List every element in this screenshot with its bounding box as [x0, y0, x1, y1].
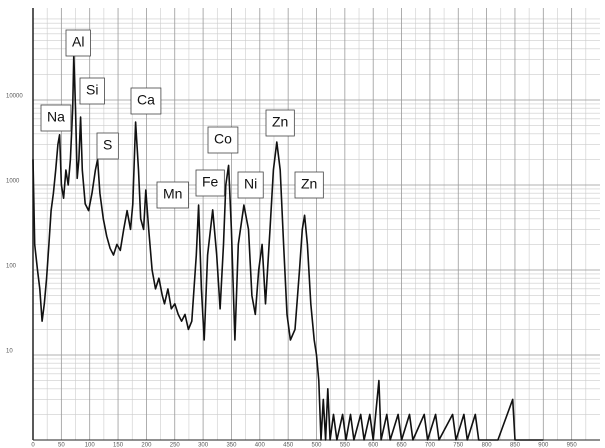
- annotation-box: [65, 29, 91, 57]
- x-tick-label: 300: [198, 443, 209, 448]
- y-tick-label: 10: [6, 349, 13, 355]
- annotation-label: Mn: [163, 186, 182, 202]
- annotation-box: [79, 77, 105, 105]
- annotation-box: [40, 104, 72, 132]
- x-tick-label: 950: [567, 443, 578, 448]
- annotation: Fe: [195, 169, 225, 197]
- x-tick-label: 450: [283, 443, 294, 448]
- x-tick-label: 850: [510, 443, 521, 448]
- annotation-label: Co: [214, 131, 232, 147]
- annotation-box: [130, 87, 162, 115]
- x-tick-label: 900: [538, 443, 549, 448]
- annotation-label: S: [103, 137, 112, 153]
- annotation: S: [96, 132, 119, 160]
- x-tick-label: 350: [226, 443, 237, 448]
- annotation-box: [156, 181, 189, 209]
- annotation: Ni: [237, 171, 264, 199]
- x-tick-label: 650: [397, 443, 408, 448]
- annotation-label: Fe: [202, 174, 219, 190]
- annotation: Si: [79, 77, 105, 105]
- annotation: Zn: [294, 171, 324, 199]
- annotation-box: [207, 126, 239, 154]
- x-tick-label: 500: [311, 443, 322, 448]
- y-tick-label: 100: [6, 264, 17, 270]
- annotation: Mn: [156, 181, 189, 209]
- x-tick-label: 700: [425, 443, 436, 448]
- annotation-label: Ni: [244, 176, 257, 192]
- x-tick-label: 800: [482, 443, 493, 448]
- spectrum-line: [32, 54, 544, 441]
- annotation: Na: [40, 104, 72, 132]
- annotation: Zn: [265, 109, 295, 137]
- annotation-box: [265, 109, 295, 137]
- annotation-label: Zn: [301, 176, 317, 192]
- annotation: Co: [207, 126, 239, 154]
- x-tick-label: 600: [368, 443, 379, 448]
- annotation-box: [294, 171, 324, 199]
- x-tick-label: 0: [31, 443, 35, 448]
- annotation: Al: [65, 29, 91, 57]
- x-tick-label: 250: [170, 443, 181, 448]
- y-tick-label: 1000: [6, 179, 20, 185]
- x-tick-label: 150: [113, 443, 124, 448]
- x-tick-label: 50: [58, 443, 65, 448]
- annotation-label: Si: [86, 82, 98, 98]
- annotation: Ca: [130, 87, 162, 115]
- annotation-label: Ca: [137, 92, 155, 108]
- annotation-label: Na: [47, 109, 65, 125]
- annotation-label: Al: [72, 34, 84, 50]
- x-tick-label: 100: [85, 443, 96, 448]
- x-tick-label: 750: [453, 443, 464, 448]
- annotation-box: [237, 171, 264, 199]
- x-tick-label: 400: [255, 443, 266, 448]
- x-tick-label: 200: [141, 443, 152, 448]
- annotation-box: [96, 132, 119, 160]
- annotation-label: Zn: [272, 114, 288, 130]
- x-tick-label: 550: [340, 443, 351, 448]
- annotation-box: [195, 169, 225, 197]
- y-tick-label: 10000: [6, 94, 23, 100]
